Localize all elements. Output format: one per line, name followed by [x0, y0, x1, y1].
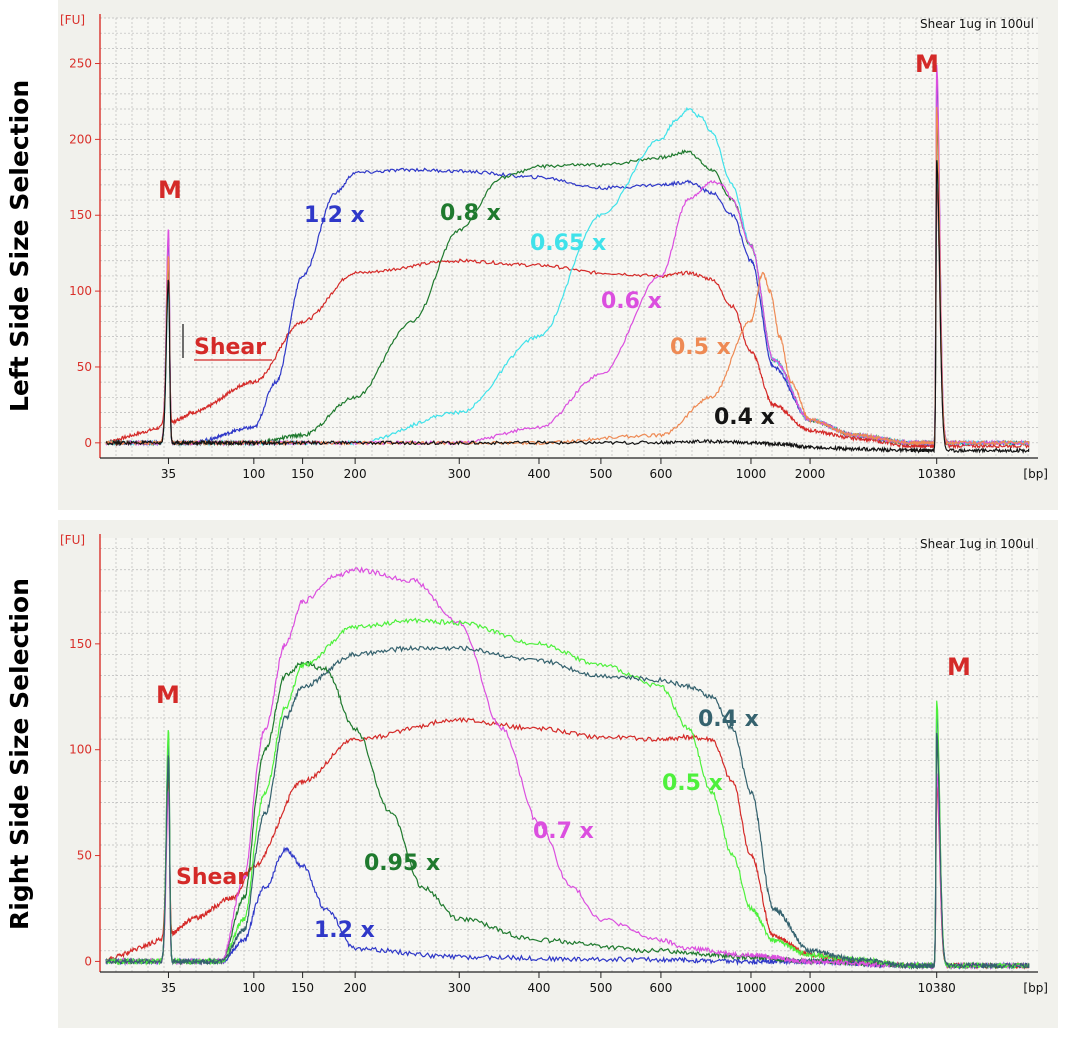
y-tick-label: 100: [69, 284, 92, 298]
x-tick-label: 10380: [918, 981, 956, 995]
x-tick-label: 600: [649, 981, 672, 995]
series-label: 0.65 x: [530, 231, 606, 256]
y-tick-label: 150: [69, 637, 92, 651]
series-group: [105, 64, 1030, 454]
x-tick-label: 200: [344, 467, 367, 481]
marker-peak-label: M: [156, 681, 180, 709]
series-line-0-4-x: [105, 160, 1030, 454]
plot-area: [100, 18, 1038, 458]
series-label: 0.4 x: [714, 405, 775, 430]
x-tick-label: 35: [161, 981, 176, 995]
x-axis-label: [bp]: [1023, 467, 1048, 481]
x-tick-label: 100: [242, 981, 265, 995]
series-label: 0.95 x: [364, 851, 440, 876]
y-tick-label: 0: [84, 436, 92, 450]
gridlines: [100, 538, 1038, 973]
series-label: 0.8 x: [440, 201, 501, 226]
series-label: 1.2 x: [304, 203, 365, 228]
series-label: 1.2 x: [314, 918, 375, 943]
top-side-label: Left Side Size Selection: [5, 79, 34, 412]
x-tick-label: 500: [589, 981, 612, 995]
x-tick-label: 150: [291, 981, 314, 995]
chart-title: Shear 1ug in 100ul: [920, 537, 1034, 551]
bottom-side-label: Right Side Size Selection: [5, 578, 34, 930]
series-label: 0.5 x: [662, 771, 723, 796]
y-tick-label: 50: [77, 360, 92, 374]
x-tick-label: 35: [161, 467, 176, 481]
series-line-shear: [105, 185, 1030, 450]
plot-area: [100, 538, 1038, 972]
y-tick-label: 150: [69, 208, 92, 222]
series-label: 0.6 x: [601, 289, 662, 314]
y-tick-label: 100: [69, 743, 92, 757]
marker-peak-label: M: [158, 176, 182, 204]
marker-peak-label: M: [915, 50, 939, 78]
marker-peak-label: M: [947, 653, 971, 681]
series-label: 0.7 x: [533, 819, 594, 844]
series-label: 0.4 x: [698, 707, 759, 732]
top-electropherogram: 0 50 100 150 200 250 [FU] 35 100 150 200 300 400 500 6…: [60, 13, 1048, 481]
x-tick-label: 10380: [918, 467, 956, 481]
series-line-0-4-x: [105, 644, 1030, 970]
series-label: 0.5 x: [670, 335, 731, 360]
bottom-chart-panel: 0 50 100 150 [FU] 35 100 150 200 300 400 500 600 1000…: [58, 520, 1058, 1028]
series-label: Shear: [176, 865, 248, 890]
series-label: Shear: [194, 335, 266, 360]
chart-title: Shear 1ug in 100ul: [920, 17, 1034, 31]
x-tick-label: 600: [649, 467, 672, 481]
y-axis-label: [FU]: [60, 13, 85, 27]
bottom-electropherogram: 0 50 100 150 [FU] 35 100 150 200 300 400 500 600 1000…: [60, 533, 1048, 995]
x-tick-label: 500: [589, 467, 612, 481]
x-tick-label: 2000: [795, 467, 826, 481]
x-tick-label: 200: [344, 981, 367, 995]
y-tick-label: 250: [69, 57, 92, 71]
x-tick-label: 300: [448, 467, 471, 481]
x-tick-label: 400: [528, 981, 551, 995]
x-tick-label: 400: [528, 467, 551, 481]
y-tick-label: 200: [69, 132, 92, 146]
y-axis-label: [FU]: [60, 533, 85, 547]
series-group: [105, 566, 1030, 971]
x-tick-label: 1000: [736, 981, 767, 995]
y-tick-label: 0: [84, 954, 92, 968]
x-tick-label: 100: [242, 467, 265, 481]
top-chart-panel: 0 50 100 150 200 250 [FU] 35 100 150 200 300 400 500 6…: [58, 0, 1058, 510]
x-tick-label: 1000: [736, 467, 767, 481]
x-tick-label: 150: [291, 467, 314, 481]
x-axis-label: [bp]: [1023, 981, 1048, 995]
x-tick-label: 300: [448, 981, 471, 995]
y-tick-label: 50: [77, 849, 92, 863]
x-tick-label: 2000: [795, 981, 826, 995]
